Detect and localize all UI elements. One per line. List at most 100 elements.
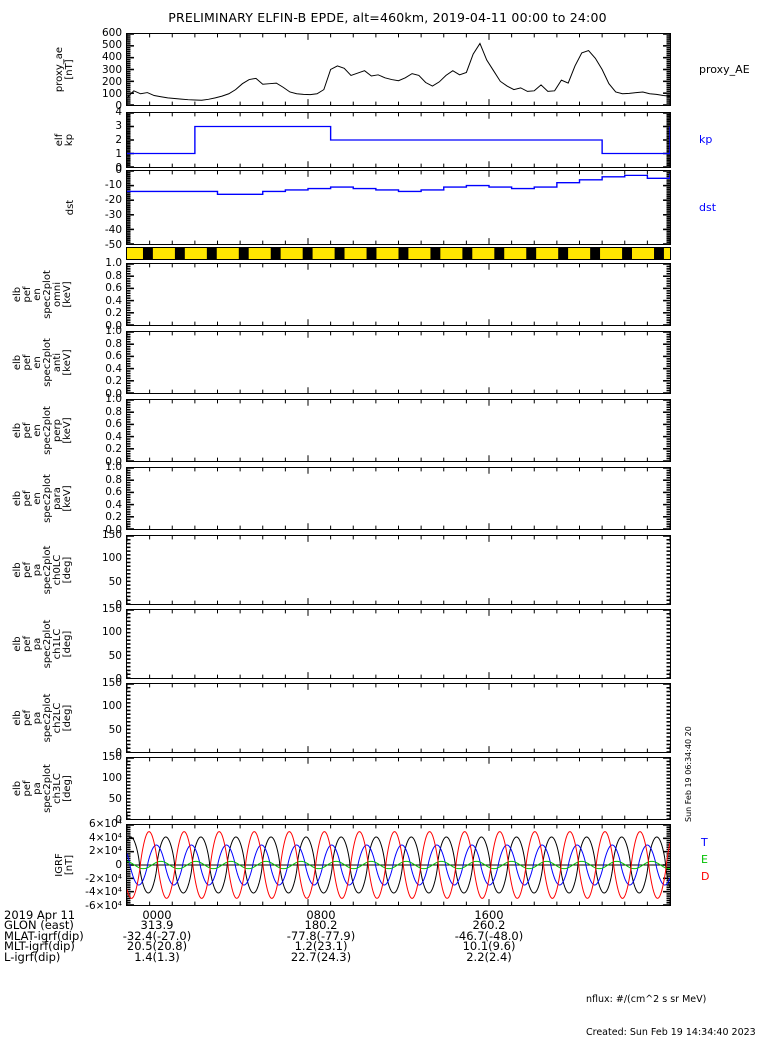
ytick-label: 0.4 xyxy=(105,294,122,307)
ytick-label: 0.0 xyxy=(105,320,122,332)
ytick-label: 0.6 xyxy=(105,486,122,499)
table-cell: 260.2 xyxy=(472,918,506,933)
ytick-label: 1.0 xyxy=(105,393,122,405)
table-row-label: 2019 Apr 11 xyxy=(4,908,76,922)
yaxis-ticklabels-dst: 0 -10 -20 -30 -40 -50 xyxy=(80,165,122,250)
yaxis-title-line: [keV] xyxy=(62,281,73,308)
yaxis-ticklabels-en_para: 1.0 0.8 0.6 0.4 0.2 0.0 xyxy=(80,462,122,535)
footer-created: Created: Sun Feb 19 14:34:40 2023 xyxy=(586,1027,756,1038)
igrf-legend-D: D xyxy=(701,870,710,883)
yaxis-title-igrf: IGRF [nT] xyxy=(54,824,75,906)
table-cell: 180.2 xyxy=(304,918,338,933)
ytick-label: 1.0 xyxy=(105,257,122,269)
panel-proxy_ae xyxy=(126,33,671,106)
yaxis-ticklabels-pa_ch2: 150 100 50 0 xyxy=(80,678,122,758)
ytick-label: 1.0 xyxy=(105,325,122,337)
ytick-label: 150 xyxy=(101,751,122,763)
ytick-label: 0 xyxy=(115,100,122,112)
yaxis-title-pa_ch2: elb pef pa spec2plot ch2LC [deg] xyxy=(12,683,73,753)
ytick-label: 3 xyxy=(115,120,122,132)
table-cell: 1.2(23.1) xyxy=(294,939,348,954)
ytick-label: 0 xyxy=(115,599,122,611)
table-cell: -32.4(-27.0) xyxy=(122,928,192,943)
table-row-label: MLAT-igrf(dip) xyxy=(4,928,84,943)
ytick-label: 100 xyxy=(101,700,122,713)
ytick-label: -6×10⁴ xyxy=(85,900,122,912)
yaxis-title-line: [keV] xyxy=(62,349,73,376)
yaxis-title-kp: elf kp xyxy=(54,112,75,168)
panel-pa_ch0 xyxy=(126,535,671,605)
yaxis-ticklabels-en_perp: 1.0 0.8 0.6 0.4 0.2 0.0 xyxy=(80,394,122,467)
ytick-label: 4 xyxy=(115,106,122,118)
ytick-label: 0.2 xyxy=(105,307,122,320)
panel-sunlight xyxy=(126,247,671,260)
yaxis-title-line: [deg] xyxy=(62,704,73,732)
table-cell: 313.9 xyxy=(140,918,174,933)
yaxis-title-pa_ch1: elb pef pa spec2plot ch1LC [deg] xyxy=(12,609,73,679)
ytick-label: 0.6 xyxy=(105,282,122,295)
ytick-label: 50 xyxy=(108,723,122,736)
ytick-label: 0 xyxy=(115,814,122,826)
ytick-label: 200 xyxy=(101,75,122,88)
ytick-label: 0.8 xyxy=(105,337,122,350)
ytick-label: 0 xyxy=(115,859,122,871)
ytick-label: 150 xyxy=(101,529,122,541)
panel-en_perp xyxy=(126,399,671,462)
yaxis-title-line: [nT] xyxy=(64,854,75,876)
yaxis-title-dst: dst xyxy=(65,170,76,245)
page-title: PRELIMINARY ELFIN-B EPDE, alt=460km, 201… xyxy=(168,10,607,25)
ytick-label: 0.8 xyxy=(105,269,122,282)
yaxis-title-en_perp: elb pef en spec2plot perp [keV] xyxy=(12,399,73,462)
ytick-label: -40 xyxy=(104,224,122,236)
ytick-label: 0.2 xyxy=(105,443,122,456)
footer-notes: nflux: #/(cm^2 s sr MeV) Created: Sun Fe… xyxy=(586,972,756,1049)
panel-kp xyxy=(126,112,671,168)
panel-en_para xyxy=(126,467,671,530)
ytick-label: 600 xyxy=(101,27,122,39)
panel-pa_ch1 xyxy=(126,609,671,679)
ytick-label: 0 xyxy=(115,162,122,174)
ytick-label: 0.2 xyxy=(105,511,122,524)
table-row-label: GLON (east) xyxy=(4,918,74,933)
ytick-label: 1.0 xyxy=(105,461,122,473)
ytick-label: 50 xyxy=(108,793,122,805)
table-row-label: MLT-igrf(dip) xyxy=(4,939,75,954)
ytick-label: -50 xyxy=(104,239,122,251)
ytick-label: 500 xyxy=(101,39,122,52)
yaxis-title-line: [deg] xyxy=(62,630,73,658)
time-tick-label: 0000 xyxy=(142,908,172,922)
yaxis-title-line: kp xyxy=(64,133,75,147)
table-cell: 22.7(24.3) xyxy=(290,949,352,964)
ytick-label: 4×10⁴ xyxy=(88,831,122,844)
panel-en_anti xyxy=(126,331,671,394)
igrf-legend-E: E xyxy=(701,853,708,866)
yaxis-title-line: [nT] xyxy=(64,59,75,80)
panel-en_omni xyxy=(126,263,671,326)
ytick-label: 150 xyxy=(101,677,122,689)
ytick-label: 2×10⁴ xyxy=(88,845,122,858)
time-tick-label: 0800 xyxy=(306,908,336,922)
ytick-label: 100 xyxy=(101,626,122,639)
yaxis-title-line: [keV] xyxy=(62,417,73,444)
ytick-label: 0.0 xyxy=(105,524,122,536)
ytick-label: 0.4 xyxy=(105,362,122,375)
ytick-label: 0.8 xyxy=(105,405,122,418)
table-cell: 2.2(2.4) xyxy=(466,949,512,964)
ytick-label: 0 xyxy=(115,673,122,685)
panel-pa_ch2 xyxy=(126,683,671,753)
yaxis-title-pa_ch3: elb pef pa spec2plot ch3LC [deg] xyxy=(12,757,73,820)
yaxis-ticklabels-pa_ch3: 150 100 50 0 xyxy=(80,752,122,825)
yaxis-title-pa_ch0: elb pef pa spec2plot ch0LC [deg] xyxy=(12,535,73,605)
ytick-label: 0.8 xyxy=(105,473,122,486)
ytick-label: 0.0 xyxy=(105,456,122,468)
yaxis-title-en_omni: elb pef en spec2plot omni [keV] xyxy=(12,263,73,326)
table-cell: 1.4(1.3) xyxy=(134,949,180,964)
yaxis-title-proxy_ae: proxy_ae [nT] xyxy=(54,33,75,106)
yaxis-ticklabels-pa_ch1: 150 100 50 0 xyxy=(80,604,122,684)
yaxis-title-line: [keV] xyxy=(62,485,73,512)
ytick-label: 0.0 xyxy=(105,388,122,400)
yaxis-title-en_anti: elb pef en spec2plot anti [keV] xyxy=(12,331,73,394)
ytick-label: -30 xyxy=(104,209,122,221)
ytick-label: 0.6 xyxy=(105,350,122,363)
ytick-label: 100 xyxy=(101,87,122,100)
